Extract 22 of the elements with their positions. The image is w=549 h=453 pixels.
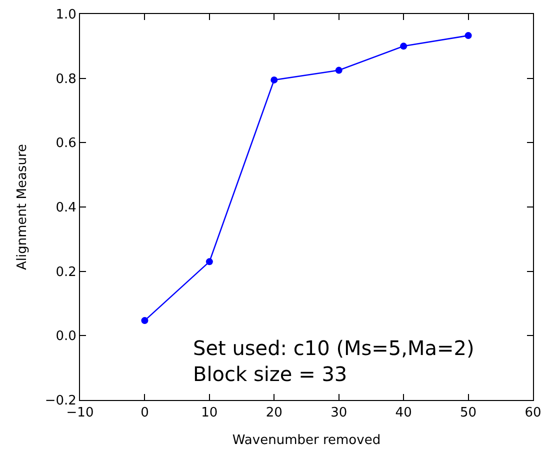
- point: [206, 258, 213, 266]
- x-tick-label: 30: [330, 406, 348, 421]
- x-tick-label: 0: [140, 406, 149, 421]
- y-axis-title: Alignment Measure: [14, 144, 30, 270]
- annotation: Set used: c10 (Ms=5,Ma=2) Block size = 33: [193, 336, 474, 386]
- x-tick-label: 10: [201, 406, 218, 421]
- x-tick-label: 50: [460, 406, 477, 421]
- point: [141, 317, 148, 324]
- x-tick-label: 60: [524, 406, 542, 421]
- point: [270, 76, 278, 84]
- point: [400, 42, 408, 50]
- x-tick-label: 20: [266, 406, 282, 421]
- y-tick-label: 1.0: [56, 8, 76, 23]
- y-tick-label: 0.4: [56, 200, 76, 216]
- y-tick-label: 0.2: [56, 264, 76, 280]
- point: [464, 32, 472, 40]
- x-axis-title: Wavenumber removed: [232, 433, 381, 448]
- x-tick-label: 40: [395, 406, 412, 421]
- point: [335, 66, 342, 74]
- y-tick-label: 0.6: [56, 136, 76, 152]
- y-tick-label: 0.8: [56, 72, 76, 87]
- y-tick-label: 0.0: [56, 329, 76, 344]
